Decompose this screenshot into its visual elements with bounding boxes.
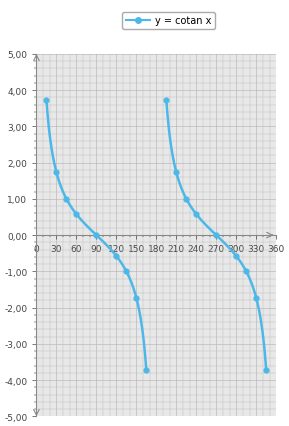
- Legend: y = cotan x: y = cotan x: [122, 13, 215, 30]
